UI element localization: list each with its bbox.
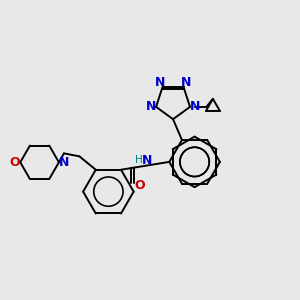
Text: N: N xyxy=(190,100,200,113)
Text: O: O xyxy=(10,156,20,169)
Text: O: O xyxy=(134,179,145,192)
Text: N: N xyxy=(155,76,166,89)
Text: N: N xyxy=(146,100,156,113)
Text: H: H xyxy=(135,155,142,166)
Text: N: N xyxy=(142,154,152,167)
Text: N: N xyxy=(59,156,69,169)
Text: N: N xyxy=(180,76,191,89)
